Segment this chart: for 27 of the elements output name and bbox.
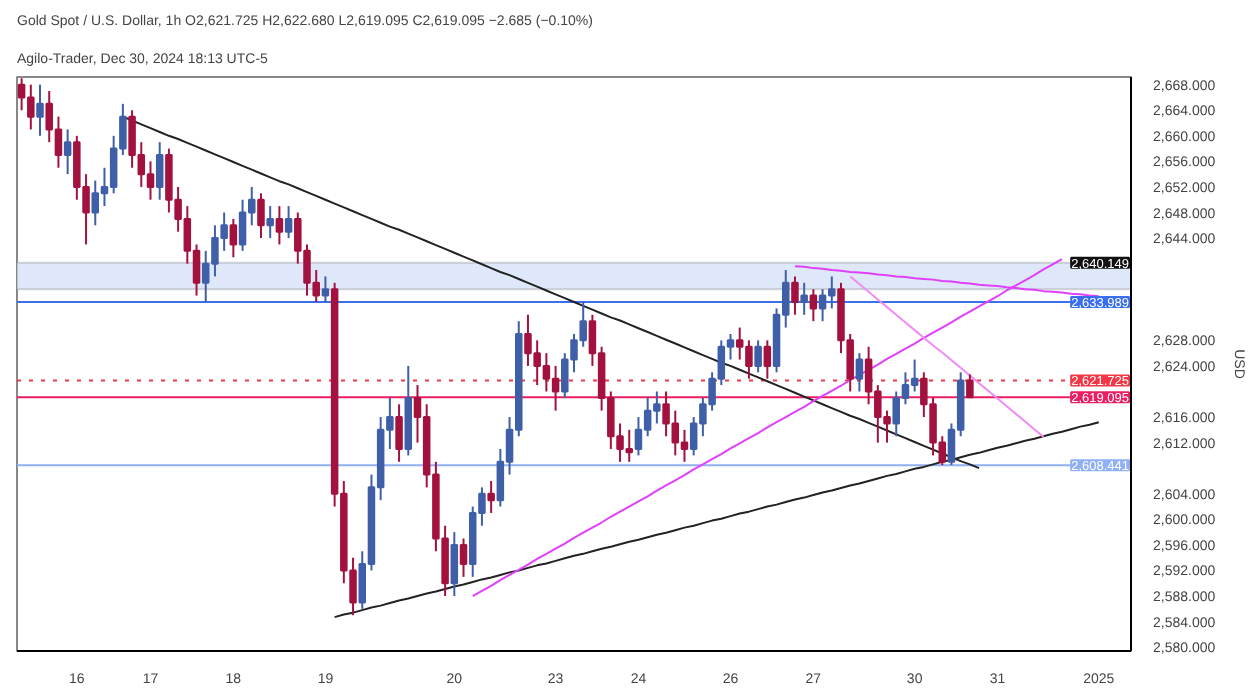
candlestick <box>754 339 762 374</box>
line-series <box>849 275 1045 438</box>
candlestick <box>763 339 772 380</box>
candlestick <box>800 281 808 316</box>
candlestick <box>809 288 818 323</box>
candlestick <box>450 531 459 598</box>
candlestick <box>275 205 284 246</box>
candlestick <box>680 428 689 463</box>
candlestick <box>155 141 164 201</box>
candlestick <box>266 205 274 240</box>
candlestick <box>36 83 44 137</box>
candlestick <box>395 403 403 463</box>
candlestick <box>855 352 864 393</box>
candlestick <box>634 416 643 457</box>
candlestick <box>551 364 560 412</box>
candlestick <box>791 275 799 316</box>
candlestick <box>284 205 293 240</box>
candlestick <box>487 479 495 514</box>
candlestick <box>966 373 974 399</box>
candlestick <box>257 192 265 240</box>
candlestick <box>91 179 100 227</box>
candlestick <box>459 537 468 578</box>
candlestick <box>229 217 238 259</box>
candlestick <box>910 358 919 393</box>
candlestick <box>321 275 330 303</box>
candlestick <box>146 160 155 201</box>
candlestick <box>63 128 72 176</box>
